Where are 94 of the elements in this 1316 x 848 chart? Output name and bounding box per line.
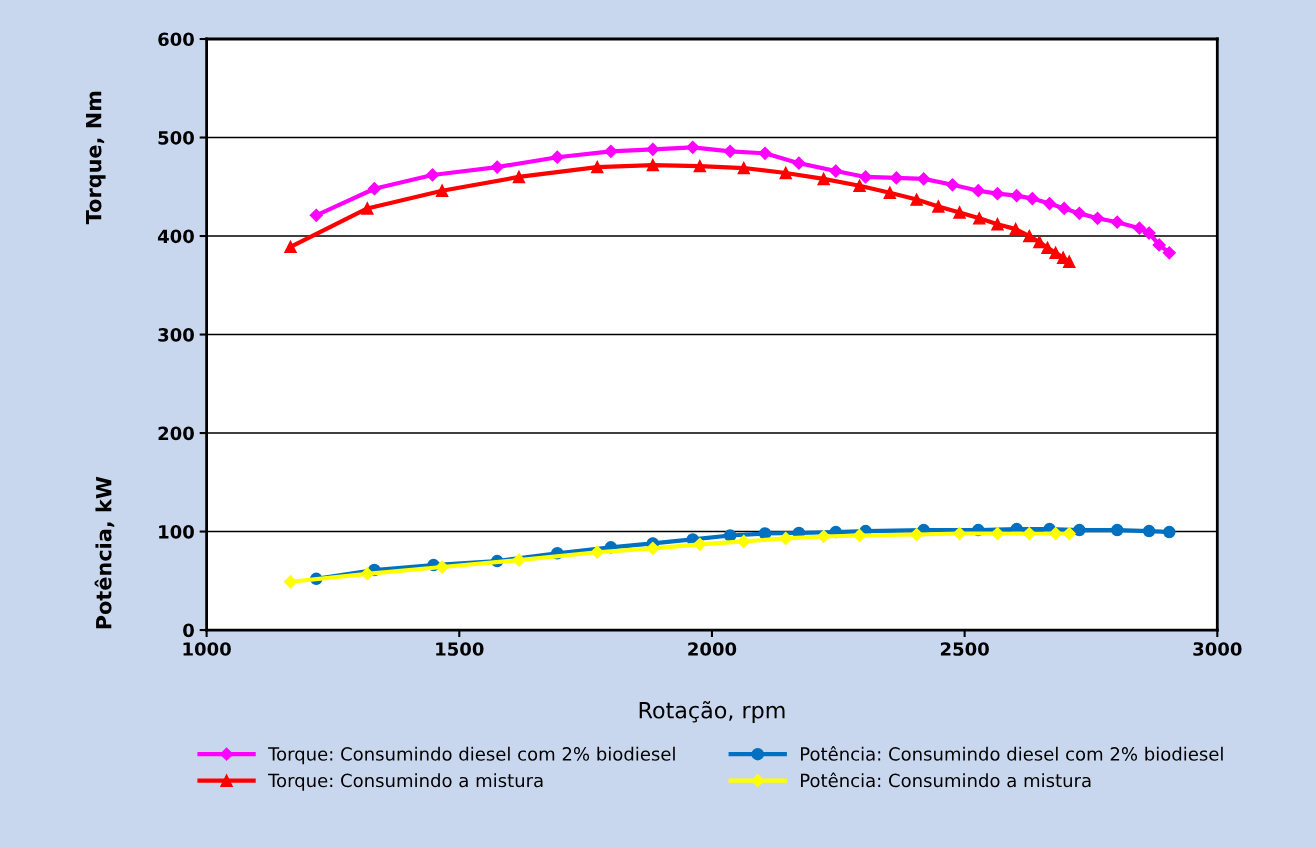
point bbox=[1057, 201, 1071, 216]
point bbox=[512, 170, 526, 184]
point bbox=[1062, 255, 1076, 268]
legend-label: Potência: Consumindo diesel com 2% biodiesel bbox=[801, 746, 1223, 761]
point bbox=[829, 164, 843, 178]
point bbox=[512, 553, 526, 567]
legend-label: Torque: Consumindo a mistura bbox=[268, 773, 543, 791]
point bbox=[1023, 229, 1036, 243]
point bbox=[590, 545, 604, 559]
point bbox=[1042, 196, 1057, 211]
y-tick-label: 100 bbox=[159, 525, 194, 539]
text: Potência, kW bbox=[94, 476, 115, 629]
point bbox=[1142, 226, 1156, 240]
y-tick-label: 300 bbox=[158, 328, 194, 342]
point bbox=[590, 160, 604, 174]
point bbox=[945, 178, 960, 192]
y-tick-label: 0 bbox=[183, 623, 194, 638]
point bbox=[1152, 238, 1166, 252]
x-tick-label: 1000 bbox=[183, 642, 231, 656]
point bbox=[284, 240, 297, 254]
point bbox=[991, 217, 1004, 231]
point bbox=[858, 170, 873, 184]
point bbox=[917, 172, 931, 186]
point bbox=[435, 184, 449, 197]
y-tick-label: 600 bbox=[158, 32, 194, 47]
point bbox=[883, 186, 897, 199]
point bbox=[1009, 222, 1022, 236]
point bbox=[1049, 246, 1062, 260]
x-tick-label: 1500 bbox=[436, 642, 484, 656]
point bbox=[1132, 221, 1147, 235]
point bbox=[425, 168, 440, 182]
point bbox=[1090, 211, 1105, 225]
point bbox=[817, 172, 830, 186]
point bbox=[1025, 192, 1039, 206]
point bbox=[1010, 189, 1024, 203]
point bbox=[1033, 235, 1046, 249]
point bbox=[1142, 524, 1156, 538]
point bbox=[910, 193, 923, 206]
point bbox=[360, 567, 374, 581]
point bbox=[693, 537, 707, 551]
y-tick-label: 200 bbox=[158, 426, 194, 441]
point bbox=[686, 140, 700, 154]
point bbox=[723, 529, 737, 542]
legend-label: Torque: Consumindo diesel com 2% biodiesel bbox=[268, 746, 675, 765]
point bbox=[990, 187, 1005, 201]
point bbox=[1062, 526, 1076, 541]
y-axis-title: Torque, Nm bbox=[86, 91, 106, 225]
point bbox=[604, 144, 618, 158]
point bbox=[1041, 241, 1054, 255]
point bbox=[550, 150, 564, 164]
point bbox=[1072, 206, 1086, 220]
point bbox=[646, 158, 660, 172]
point bbox=[646, 142, 660, 156]
point bbox=[490, 160, 504, 174]
x-axis-title: Rotação, rpm bbox=[639, 701, 785, 723]
point bbox=[693, 159, 707, 173]
y-tick-label: 500 bbox=[158, 130, 194, 145]
y-tick-label: 400 bbox=[157, 229, 194, 244]
point bbox=[971, 184, 985, 198]
point bbox=[283, 575, 298, 589]
point bbox=[367, 182, 381, 196]
x-tick-label: 2500 bbox=[940, 642, 989, 656]
point bbox=[737, 161, 751, 175]
point bbox=[779, 166, 792, 180]
point bbox=[1073, 523, 1086, 537]
point bbox=[953, 206, 966, 219]
point bbox=[435, 560, 449, 574]
point bbox=[309, 208, 323, 222]
point bbox=[361, 202, 374, 215]
x-tick-label: 3000 bbox=[1193, 642, 1242, 656]
point bbox=[853, 179, 866, 193]
point bbox=[1022, 526, 1036, 541]
point bbox=[646, 541, 660, 555]
point bbox=[990, 526, 1005, 541]
point bbox=[779, 531, 793, 546]
point bbox=[973, 212, 986, 225]
x-tick-label: 2000 bbox=[688, 642, 737, 656]
point bbox=[1110, 523, 1124, 537]
point bbox=[723, 144, 737, 158]
point bbox=[910, 527, 924, 542]
point bbox=[758, 146, 772, 160]
point bbox=[758, 527, 772, 540]
point bbox=[792, 156, 806, 170]
point bbox=[737, 534, 751, 548]
point bbox=[852, 528, 867, 543]
legend-label: Potência: Consumindo a mistura bbox=[801, 772, 1091, 788]
point bbox=[932, 200, 945, 213]
point bbox=[1110, 215, 1124, 229]
point bbox=[952, 526, 967, 541]
point bbox=[1049, 526, 1063, 541]
point bbox=[1163, 525, 1176, 539]
point bbox=[889, 171, 903, 185]
point bbox=[817, 529, 831, 544]
point bbox=[1162, 246, 1176, 260]
